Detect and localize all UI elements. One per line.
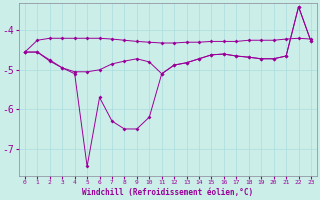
X-axis label: Windchill (Refroidissement éolien,°C): Windchill (Refroidissement éolien,°C) [82,188,253,197]
